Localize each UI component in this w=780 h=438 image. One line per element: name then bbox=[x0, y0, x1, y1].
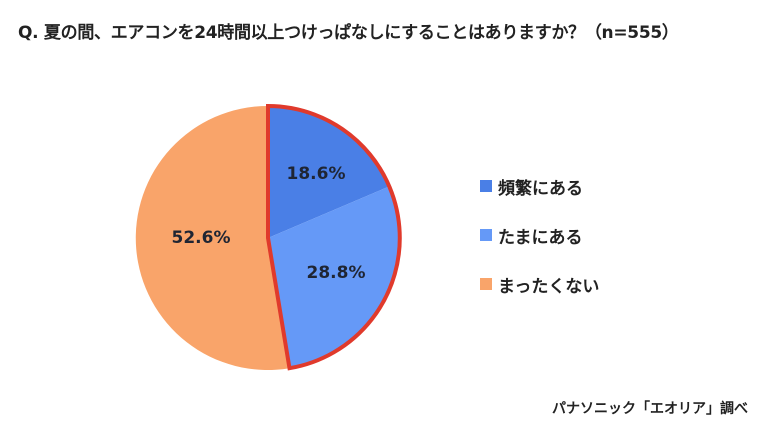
source-credit: パナソニック「エオリア」調べ bbox=[552, 401, 748, 417]
chart-title: Q. 夏の間、エアコンを24時間以上つけっぱなしにすることはありますか？（n=5… bbox=[18, 23, 679, 43]
highlight-outline bbox=[266, 103, 402, 371]
legend-label: 頻繁にある bbox=[498, 178, 583, 199]
legend-label: たまにある bbox=[498, 227, 583, 248]
legend-swatch-icon bbox=[480, 229, 492, 241]
legend: 頻繁にある たまにある まったくない bbox=[480, 174, 599, 321]
pie-slice-never bbox=[135, 105, 290, 370]
legend-label: まったくない bbox=[498, 276, 600, 297]
legend-item-never: まったくない bbox=[480, 272, 600, 297]
legend-item-sometimes: たまにある bbox=[480, 223, 599, 248]
label-sometimes: 28.8% bbox=[307, 263, 366, 283]
label-never: 52.6% bbox=[172, 228, 231, 248]
label-frequently: 18.6% bbox=[287, 164, 346, 184]
legend-swatch-icon bbox=[480, 278, 492, 290]
legend-swatch-icon bbox=[480, 180, 492, 192]
legend-item-frequently: 頻繁にある bbox=[480, 174, 599, 199]
pie-slice-frequently bbox=[268, 105, 390, 238]
